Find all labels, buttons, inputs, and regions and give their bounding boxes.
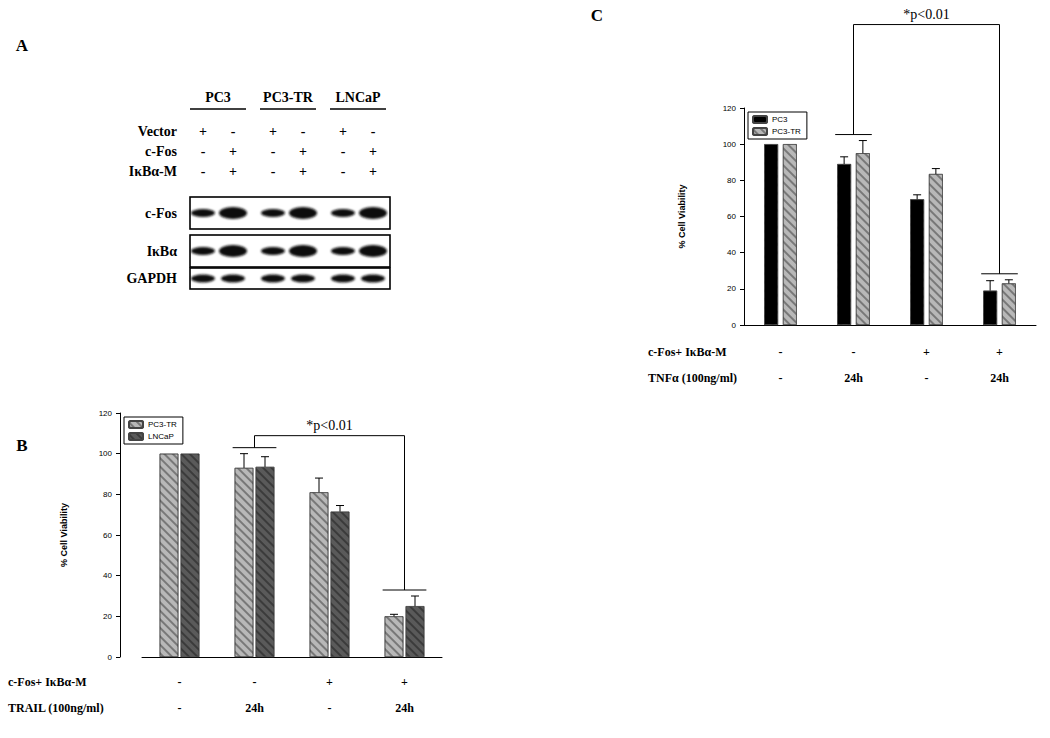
svg-text:-: - — [328, 701, 332, 715]
svg-text:+: + — [923, 345, 930, 359]
svg-text:*p<0.01: *p<0.01 — [903, 7, 949, 22]
svg-text:+: + — [199, 124, 207, 139]
svg-text:c-Fos: c-Fos — [145, 144, 177, 159]
svg-text:PC3: PC3 — [772, 115, 788, 124]
svg-text:60: 60 — [727, 212, 736, 221]
svg-text:+: + — [299, 164, 307, 179]
svg-text:24h: 24h — [990, 371, 1009, 385]
svg-text:20: 20 — [103, 612, 112, 621]
svg-text:-: - — [341, 144, 346, 159]
svg-text:C: C — [591, 6, 603, 25]
svg-text:+: + — [229, 144, 237, 159]
svg-text:PC3-TR: PC3-TR — [772, 127, 801, 136]
svg-text:-: - — [301, 124, 306, 139]
svg-text:40: 40 — [103, 571, 112, 580]
svg-text:-: - — [371, 124, 376, 139]
svg-text:-: - — [201, 164, 206, 179]
svg-text:GAPDH: GAPDH — [126, 271, 177, 286]
svg-text:-: - — [341, 164, 346, 179]
svg-text:0: 0 — [732, 321, 737, 330]
svg-text:+: + — [369, 144, 377, 159]
svg-text:100: 100 — [99, 449, 113, 458]
svg-text:B: B — [16, 436, 27, 455]
svg-text:-: - — [253, 675, 257, 689]
svg-text:+: + — [339, 124, 347, 139]
svg-text:+: + — [369, 164, 377, 179]
svg-text:% Cell Viability: % Cell Viability — [59, 503, 69, 567]
svg-text:80: 80 — [727, 176, 736, 185]
svg-text:LNCaP: LNCaP — [148, 432, 174, 441]
svg-text:24h: 24h — [245, 701, 264, 715]
svg-text:+: + — [299, 144, 307, 159]
svg-text:-: - — [178, 675, 182, 689]
svg-text:20: 20 — [727, 284, 736, 293]
svg-text:-: - — [779, 371, 783, 385]
svg-text:0: 0 — [108, 653, 113, 662]
svg-text:Vector: Vector — [138, 124, 177, 139]
svg-text:LNCaP: LNCaP — [335, 90, 381, 105]
svg-text:40: 40 — [727, 248, 736, 257]
svg-text:% Cell Viability: % Cell Viability — [677, 185, 687, 249]
svg-text:-: - — [201, 144, 206, 159]
svg-text:PC3-TR: PC3-TR — [148, 420, 177, 429]
svg-text:*p<0.01: *p<0.01 — [306, 418, 352, 433]
svg-text:+: + — [401, 675, 408, 689]
svg-text:-: - — [231, 124, 236, 139]
svg-text:24h: 24h — [395, 701, 414, 715]
svg-text:IκBα: IκBα — [147, 244, 178, 259]
svg-text:60: 60 — [103, 531, 112, 540]
svg-text:120: 120 — [99, 409, 113, 418]
svg-text:+: + — [326, 675, 333, 689]
svg-text:100: 100 — [723, 140, 737, 149]
svg-text:TRAIL (100ng/ml): TRAIL (100ng/ml) — [8, 701, 104, 715]
svg-text:IκBα-M: IκBα-M — [129, 164, 177, 179]
svg-text:+: + — [269, 124, 277, 139]
svg-text:80: 80 — [103, 490, 112, 499]
svg-text:+: + — [996, 345, 1003, 359]
svg-text:-: - — [271, 164, 276, 179]
svg-text:c-Fos+ IκBα-M: c-Fos+ IκBα-M — [8, 675, 87, 689]
svg-text:24h: 24h — [844, 371, 863, 385]
svg-text:-: - — [925, 371, 929, 385]
svg-text:-: - — [852, 345, 856, 359]
svg-text:-: - — [779, 345, 783, 359]
svg-text:PC3-TR: PC3-TR — [263, 90, 314, 105]
svg-text:c-Fos: c-Fos — [145, 206, 177, 221]
svg-text:+: + — [229, 164, 237, 179]
svg-text:120: 120 — [723, 104, 737, 113]
svg-text:TNFα (100ng/ml): TNFα (100ng/ml) — [648, 371, 737, 385]
svg-text:PC3: PC3 — [205, 90, 231, 105]
svg-text:-: - — [271, 144, 276, 159]
svg-text:A: A — [16, 36, 29, 55]
svg-text:c-Fos+ IκBα-M: c-Fos+ IκBα-M — [648, 345, 727, 359]
svg-text:-: - — [178, 701, 182, 715]
